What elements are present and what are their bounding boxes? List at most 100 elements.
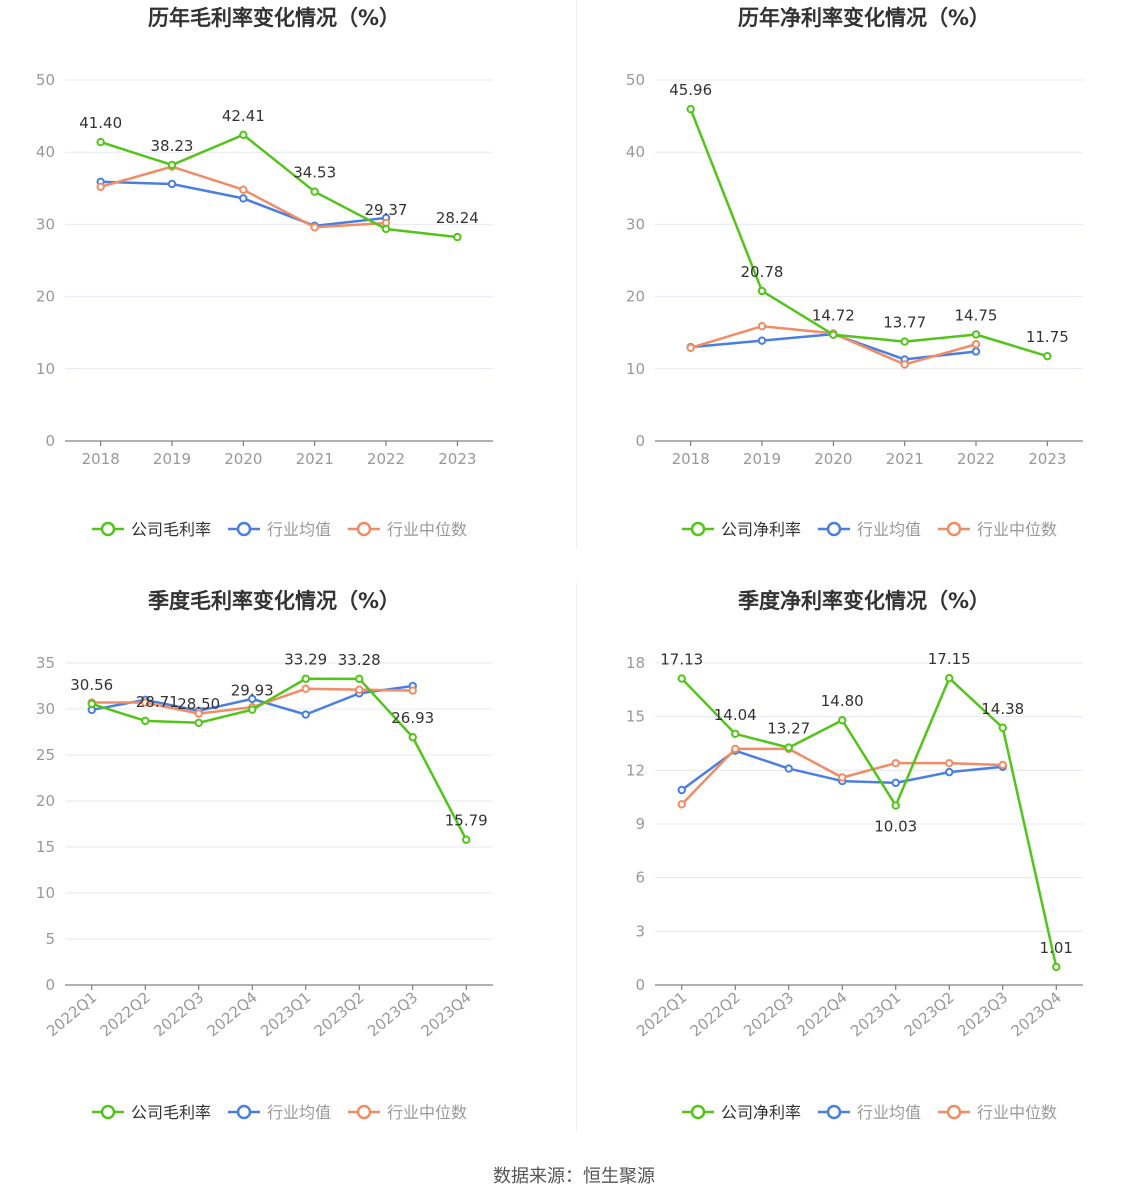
chart-quarterly-gross-margin: 季度毛利率变化情况（%）051015202530352022Q12022Q220… <box>36 589 493 1122</box>
data-label: 14.75 <box>955 307 998 325</box>
legend-label: 行业中位数 <box>977 520 1057 539</box>
legend-item-company: 公司毛利率 <box>92 520 211 539</box>
y-tick-label: 50 <box>36 71 55 89</box>
legend-item-industry-avg: 行业均值 <box>228 520 331 539</box>
legend-swatch-marker <box>946 1104 962 1120</box>
data-point-industry-median <box>731 744 740 754</box>
legend-label: 行业均值 <box>857 520 921 539</box>
x-tick-label: 2022Q2 <box>97 988 154 1040</box>
chart-title: 历年净利率变化情况（%） <box>738 6 990 30</box>
legend-label: 行业均值 <box>857 1103 921 1122</box>
data-point-company <box>829 330 838 339</box>
x-tick-label: 2023 <box>1028 450 1066 468</box>
y-tick-label: 40 <box>626 143 645 161</box>
data-point-industry-avg <box>301 710 310 719</box>
data-point-company <box>239 130 248 139</box>
legend-item-industry-median: 行业中位数 <box>938 1103 1057 1122</box>
y-tick-label: 0 <box>45 432 55 450</box>
y-tick-label: 25 <box>36 746 55 764</box>
data-label: 17.13 <box>660 651 703 669</box>
legend-label: 行业中位数 <box>387 520 467 539</box>
y-tick-label: 5 <box>45 930 55 948</box>
x-tick-label: 2018 <box>672 450 710 468</box>
data-point-company <box>87 699 96 709</box>
y-tick-label: 30 <box>36 700 55 718</box>
data-label: 10.03 <box>874 818 917 836</box>
y-tick-label: 0 <box>635 976 645 994</box>
data-point-company <box>194 718 203 728</box>
series-line-company <box>100 133 458 239</box>
legend-swatch-marker <box>100 521 116 537</box>
legend-swatch-marker <box>356 1104 372 1120</box>
data-point-company <box>453 232 462 242</box>
x-tick-label: 2023Q3 <box>954 988 1011 1040</box>
data-label: 42.41 <box>222 107 265 125</box>
data-point-company <box>462 835 471 844</box>
data-label: 14.72 <box>812 307 855 325</box>
data-label: 14.80 <box>821 692 864 710</box>
legend-swatch-marker <box>236 521 252 537</box>
data-label: 15.79 <box>445 812 488 830</box>
data-point-industry-median <box>141 698 150 707</box>
x-tick-label: 2023Q1 <box>257 988 314 1040</box>
data-point-industry-median <box>838 773 847 782</box>
data-point-company <box>408 733 417 742</box>
data-point-company <box>998 723 1007 732</box>
y-tick-label: 20 <box>36 288 55 306</box>
legend-swatch-marker <box>826 521 842 537</box>
data-label: 33.28 <box>338 651 381 669</box>
data-point-industry-median <box>891 758 900 768</box>
legend-swatch-marker <box>236 1104 252 1120</box>
x-tick-label: 2022Q4 <box>794 988 851 1040</box>
legend-swatch-marker <box>356 521 372 537</box>
x-tick-label: 2019 <box>743 450 781 468</box>
x-tick-label: 2022Q1 <box>43 988 100 1040</box>
y-tick-label: 0 <box>635 432 645 450</box>
x-tick-label: 2023Q2 <box>311 988 368 1040</box>
data-label: 28.50 <box>177 695 220 713</box>
legend-item-company: 公司净利率 <box>682 1103 801 1122</box>
y-tick-label: 30 <box>626 215 645 233</box>
x-tick-label: 2022 <box>367 450 405 468</box>
x-tick-label: 2018 <box>82 450 120 468</box>
x-tick-label: 2023 <box>438 450 476 468</box>
x-tick-label: 2020 <box>814 450 852 468</box>
chart-title: 季度毛利率变化情况（%） <box>148 589 400 613</box>
data-point-company <box>731 729 740 739</box>
x-tick-label: 2021 <box>886 450 924 468</box>
data-point-industry-avg <box>784 764 793 773</box>
data-point-company <box>784 743 793 752</box>
chart-annual-gross-margin: 历年毛利率变化情况（%） 0 10 20 30 40 50 2018 2019 2020 2021 2… <box>36 6 493 539</box>
data-point-industry-median <box>677 800 686 809</box>
data-point-company <box>310 187 319 196</box>
data-point-company <box>838 716 847 725</box>
data-point-industry-median <box>757 322 767 331</box>
legend-swatch-marker <box>826 1104 842 1120</box>
legend-item-industry-median: 行业中位数 <box>348 520 467 539</box>
legend-item-industry-avg: 行业均值 <box>228 1103 331 1122</box>
chart-title: 季度净利率变化情况（%） <box>738 589 990 613</box>
x-tick-label: 2023Q1 <box>847 988 904 1040</box>
legend-swatch-marker <box>690 1104 706 1120</box>
series-line-company <box>689 108 1048 358</box>
data-label: 30.56 <box>70 676 113 694</box>
y-tick-label: 35 <box>36 654 55 672</box>
data-label: 14.04 <box>714 706 757 724</box>
legend-item-industry-median: 行业中位数 <box>348 1103 467 1122</box>
data-point-industry-median <box>301 684 310 693</box>
chart-panel-quarterly-net: 季度净利率变化情况（%） 0 3 6 9 12 15 18 2022Q1 2022Q2 2022Q3… <box>590 583 1148 1166</box>
data-point-company <box>1052 962 1061 972</box>
data-point-industry-avg <box>757 336 767 345</box>
data-point-company <box>301 674 310 683</box>
data-point-company <box>96 137 105 147</box>
data-label: 17.15 <box>928 650 971 668</box>
data-point-company <box>891 801 900 810</box>
data-point-industry-median <box>900 360 909 369</box>
y-tick-label: 20 <box>626 288 645 306</box>
data-point-industry-median <box>686 343 695 353</box>
y-tick-label: 15 <box>36 838 55 856</box>
data-label: 11.75 <box>1026 328 1069 346</box>
y-tick-label: 18 <box>626 654 645 672</box>
data-point-company <box>971 330 981 339</box>
legend-swatch-marker <box>690 521 706 537</box>
